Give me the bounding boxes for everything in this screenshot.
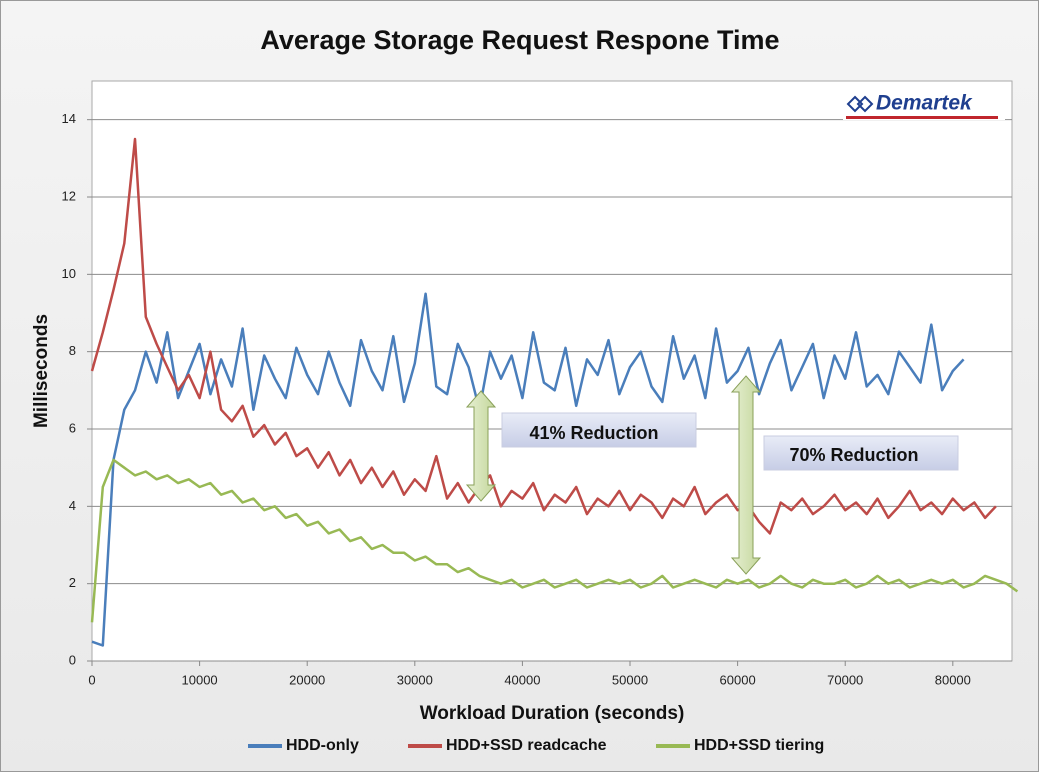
logo-underline [846, 116, 998, 119]
x-tick-label: 60000 [720, 672, 756, 687]
x-tick-label: 50000 [612, 672, 648, 687]
annotation: 41% Reduction [529, 423, 658, 443]
y-tick-label: 8 [69, 343, 76, 358]
y-tick-label: 10 [62, 266, 76, 281]
annotation-box [501, 412, 697, 448]
series-line [90, 458, 1019, 623]
y-tick-label: 14 [62, 111, 76, 126]
series-line [91, 292, 965, 647]
legend-label: HDD+SSD readcache [446, 737, 607, 754]
series-line [90, 137, 997, 535]
annotation-box [763, 435, 959, 471]
x-tick-label: 40000 [504, 672, 540, 687]
y-axis-label: Milliseconds [31, 314, 52, 428]
x-tick-label: 0 [88, 672, 95, 687]
annotation: 70% Reduction [789, 445, 918, 465]
chart-title: Average Storage Request Respone Time [260, 25, 779, 55]
x-tick-label: 70000 [827, 672, 863, 687]
legend-label: HDD+SSD tiering [694, 737, 824, 754]
y-tick-label: 6 [69, 420, 76, 435]
y-tick-label: 4 [69, 498, 76, 513]
plot-area [91, 80, 1013, 662]
x-tick-label: 80000 [935, 672, 971, 687]
lines [90, 119, 1019, 662]
x-axis-label: Workload Duration (seconds) [420, 703, 685, 724]
y-tick-label: 12 [62, 188, 76, 203]
logo: Demartek [843, 88, 1005, 120]
x-tick-label: 20000 [289, 672, 325, 687]
annotation-arrows [465, 375, 762, 575]
legend: HDD-only HDD+SSD readcache HDD+SSD tiering [248, 737, 824, 754]
y-tick-label: 2 [69, 575, 76, 590]
x-tick-label: 30000 [397, 672, 433, 687]
y-tick-label: 0 [69, 652, 76, 667]
logo-icon [846, 95, 874, 113]
logo-text: Demartek [876, 92, 973, 115]
legend-label: HDD-only [286, 737, 359, 754]
logo-bg [843, 88, 1005, 120]
arrow [465, 390, 497, 502]
arrow [730, 375, 762, 575]
x-tick-label: 10000 [182, 672, 218, 687]
